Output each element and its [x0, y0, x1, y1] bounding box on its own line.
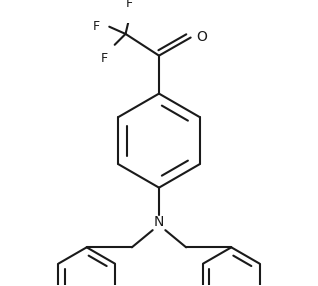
Text: F: F — [100, 52, 107, 65]
Text: F: F — [126, 0, 133, 9]
Text: F: F — [93, 20, 100, 33]
Text: N: N — [154, 215, 164, 229]
Text: O: O — [197, 30, 207, 44]
